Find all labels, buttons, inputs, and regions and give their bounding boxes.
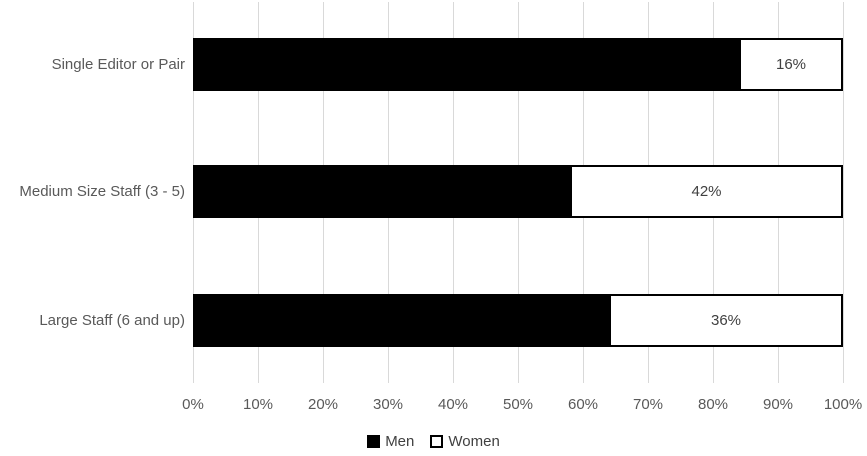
data-label: 36% bbox=[710, 312, 742, 329]
tick-label: 80% bbox=[697, 396, 729, 413]
legend-label: Women bbox=[448, 433, 500, 450]
bar-segment-women: 42% bbox=[570, 165, 843, 218]
bar-segment-men bbox=[193, 165, 570, 218]
legend-item-men: Men bbox=[367, 433, 414, 450]
data-label: 16% bbox=[775, 56, 807, 73]
tick-label: 60% bbox=[567, 396, 599, 413]
bar-segment-women: 36% bbox=[609, 294, 843, 347]
legend-item-women: Women bbox=[430, 433, 500, 450]
tick-label: 50% bbox=[502, 396, 534, 413]
tick-label: 40% bbox=[437, 396, 469, 413]
tick-label: 90% bbox=[762, 396, 794, 413]
tick-label: 100% bbox=[823, 396, 863, 413]
legend-swatch-women-icon bbox=[430, 435, 444, 448]
bar-row: 16% bbox=[193, 38, 843, 91]
tick-label: 0% bbox=[182, 396, 204, 413]
bar-segment-women: 16% bbox=[739, 38, 843, 91]
category-label: Large Staff (6 and up) bbox=[39, 311, 185, 329]
data-label: 42% bbox=[691, 183, 722, 200]
bar-segment-men bbox=[193, 38, 739, 91]
category-label: Medium Size Staff (3 - 5) bbox=[19, 182, 185, 200]
legend-swatch-men-icon bbox=[367, 435, 381, 448]
tick-label: 10% bbox=[242, 396, 274, 413]
tick-label: 70% bbox=[632, 396, 664, 413]
tick-label: 30% bbox=[372, 396, 404, 413]
category-label: Single Editor or Pair bbox=[51, 55, 185, 73]
bar-segment-men bbox=[193, 294, 609, 347]
tick-label: 20% bbox=[307, 396, 339, 413]
bar-row: 42% bbox=[193, 165, 843, 218]
legend: Men Women bbox=[0, 433, 867, 450]
bar-row: 36% bbox=[193, 294, 843, 347]
gridline-100% bbox=[843, 2, 844, 383]
legend-label: Men bbox=[385, 433, 415, 450]
